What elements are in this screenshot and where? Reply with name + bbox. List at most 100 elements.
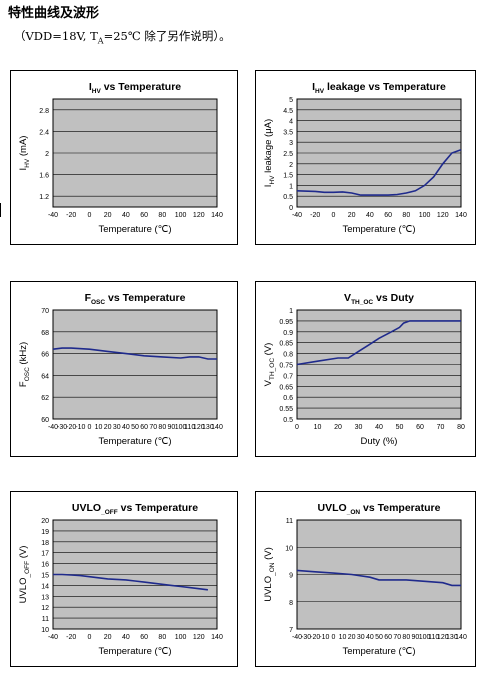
chart-title: UVLO_OFF vs Temperature [72,502,198,516]
chart-title-main: UVLO [72,502,101,514]
y-tick-label: 0 [289,205,293,212]
y-tick-label: 0.8 [283,352,293,359]
section-heading: 特性曲线及波形 [8,6,100,21]
x-tick-label: 140 [211,634,223,641]
chart-svg: 10 11 12 13 14 15 16 17 18 19 20 -40 -20 0 20 40 60 80 100… [18,502,223,657]
y-axis-label: UVLO_ON (V) [263,547,276,602]
series-line [296,149,462,196]
chart-title-main: V [344,292,351,304]
y-tick-label: 2.4 [39,129,49,136]
y-tick-label: 20 [41,518,49,525]
x-tick-label: 100 [175,212,187,219]
x-tick-label: 100 [175,424,187,431]
y-tick-label: 11 [42,616,49,623]
y-tick-label: 0.5 [283,417,293,424]
x-tick-label: 40 [375,424,383,431]
x-tick-label: 30 [113,424,121,431]
x-tick-label: 80 [158,212,166,219]
x-tick-label: 0 [87,634,91,641]
x-tick-label: 0 [87,424,91,431]
x-axis-label: Temperature (℃) [343,224,416,235]
y-tick-label: 10 [41,627,49,634]
series-line [53,573,208,591]
x-tick-label: 80 [158,424,166,431]
x-tick-label: 60 [140,424,148,431]
y-axis-label-rest: (kHz) [18,342,29,367]
x-tick-label: 70 [393,634,401,641]
x-tick-label: 50 [375,634,383,641]
x-tick-label: 120 [193,424,205,431]
x-tick-label: 20 [334,424,342,431]
y-tick-label: 0.9 [283,330,293,337]
x-tick-label: 50 [396,424,404,431]
x-tick-label: -10 [75,424,85,431]
x-tick-label: 100 [419,634,431,641]
y-tick-label: 2 [45,151,49,158]
y-tick-label: 10 [285,545,293,552]
y-tick-label: 9 [289,573,293,580]
y-tick-label: 3 [289,140,293,147]
y-tick-label: 68 [41,330,49,337]
series-line [296,320,461,366]
y-tick-label: 64 [41,373,49,380]
y-axis-label-main: I [18,168,29,171]
y-axis-label-rest: (V) [263,343,274,358]
test-conditions: （VDD=18V, TA=25℃ 除了另作说明）。 [14,29,231,46]
x-tick-label: -10 [319,634,329,641]
x-tick-label: 70 [149,424,157,431]
chart-fosc-vs-temperature: 60 62 64 66 68 70 -40 -30 -20 -10 0 10 20 30 40 50 60 70 8… [10,281,238,457]
x-axis-label: Temperature (℃) [343,646,416,657]
y-axis-label-subscript: OSC [24,367,31,381]
chart-title-main: UVLO [318,502,347,514]
x-tick-label: -40 [292,212,302,219]
y-tick-label: 2.5 [283,151,293,158]
x-tick-label: 70 [437,424,445,431]
chart-ihv-leakage-vs-temperature: 0 0.5 1 1.5 2 2.5 3 3.5 4 4.5 5 -40 -20 0 20 40 60 80 100 1… [255,70,476,245]
y-axis-label-subscript: _ON [269,562,276,577]
x-tick-label: 90 [412,634,420,641]
y-axis-label: VTH_OC (V) [263,343,276,387]
x-tick-label: 20 [104,424,112,431]
x-tick-label: 20 [104,634,112,641]
x-tick-label: -20 [310,212,320,219]
x-tick-label: 120 [193,212,205,219]
x-tick-label: 60 [384,634,392,641]
x-tick-label: 60 [140,212,148,219]
y-tick-label: 13 [41,594,49,601]
y-axis-label: IHV leakage (μA) [263,119,276,187]
y-tick-label: 60 [41,417,49,424]
x-tick-label: -40 [48,634,58,641]
chart-title-main: F [85,292,92,304]
x-tick-label: 140 [455,212,467,219]
chart-title: IHV vs Temperature [89,81,181,95]
y-axis-label-rest: (mA) [18,136,29,159]
y-axis-label-subscript: _OFF [24,561,31,579]
x-tick-label: 130 [446,634,458,641]
y-tick-label: 62 [41,395,49,402]
x-axis-label: Temperature (℃) [99,224,172,235]
x-tick-label: 120 [437,634,449,641]
text-cursor [0,203,1,217]
chart-title-rest: vs Duty [373,292,414,304]
series-line [52,347,217,360]
x-axis-label: Temperature (℃) [99,646,172,657]
chart-title-rest: vs Temperature [101,81,181,93]
chart-svg: 1.21.622.42.8-40 -20 0 20 40 60 80 100 120 140IHV… [18,81,223,235]
y-tick-label: 0.75 [279,363,293,370]
y-tick-label: 11 [286,518,293,525]
x-tick-label: 80 [402,212,410,219]
x-tick-label: 0 [87,212,91,219]
y-axis-label-main: UVLO [18,578,29,604]
y-axis-label-main: F [18,381,29,387]
x-tick-label: 20 [104,212,112,219]
chart-title: IHV leakage vs Temperature [312,81,446,95]
y-tick-label: 0.65 [279,384,293,391]
chart-title-rest: leakage vs Temperature [324,81,446,93]
x-tick-label: 40 [366,634,374,641]
y-axis-label-subscript: HV [24,158,31,168]
chart-title: UVLO_ON vs Temperature [318,502,441,516]
x-tick-label: -20 [66,634,76,641]
y-tick-label: 5 [289,97,293,104]
